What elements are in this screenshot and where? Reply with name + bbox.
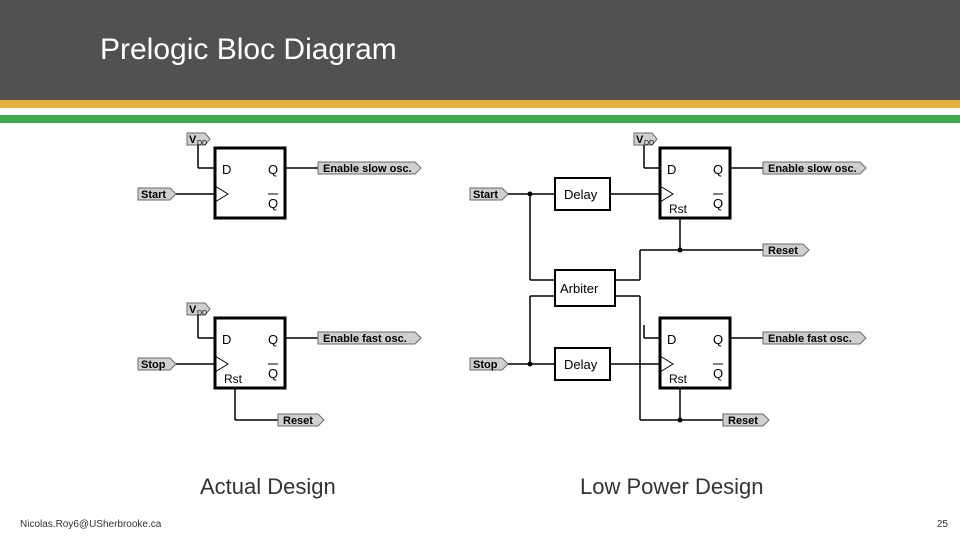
label-rst-bot: Rst xyxy=(669,372,688,386)
footer-email: Nicolas.Roy6@USherbrooke.ca xyxy=(20,519,161,530)
diagram-actual: V DD D Q Q Start Enable slow osc. V DD D… xyxy=(80,130,460,470)
label-q-bot: Q xyxy=(713,332,723,347)
label-reset-top: Reset xyxy=(768,245,798,257)
label-reset-bot: Reset xyxy=(728,415,758,427)
slide-title: Prelogic Bloc Diagram xyxy=(100,33,397,67)
label-q-top: Q xyxy=(268,162,278,177)
caption-lowpower: Low Power Design xyxy=(580,474,763,500)
label-d-bot: D xyxy=(222,332,231,347)
label-enable-fast: Enable fast osc. xyxy=(768,333,852,345)
stripe-yellow xyxy=(0,100,960,108)
label-qbar-bot: Q xyxy=(713,366,723,381)
label-reset: Reset xyxy=(283,415,313,427)
label-d-top: D xyxy=(667,162,676,177)
footer-page: 25 xyxy=(937,519,948,530)
label-rst-bot: Rst xyxy=(224,372,243,386)
label-enable-fast: Enable fast osc. xyxy=(323,333,407,345)
junction-stop xyxy=(528,362,533,367)
label-qbar-bot: Q xyxy=(268,366,278,381)
label-qbar-top: Q xyxy=(713,196,723,211)
diagram-lowpower: V DD D Q Q Rst Start Delay Enable slow o… xyxy=(460,130,940,470)
label-vdd-bot-v: V xyxy=(189,304,197,316)
label-stop: Stop xyxy=(473,359,498,371)
label-vdd-top-dd: DD xyxy=(644,140,654,147)
caption-actual: Actual Design xyxy=(200,474,336,500)
slide-header: Prelogic Bloc Diagram xyxy=(0,0,960,100)
label-delay-bot: Delay xyxy=(564,357,598,372)
label-vdd-top-v: V xyxy=(636,134,644,146)
stripe-green xyxy=(0,115,960,123)
label-rst-top: Rst xyxy=(669,202,688,216)
label-enable-slow: Enable slow osc. xyxy=(323,163,412,175)
label-d-bot: D xyxy=(667,332,676,347)
label-vdd-top-v: V xyxy=(189,134,197,146)
label-stop: Stop xyxy=(141,359,166,371)
label-qbar-top: Q xyxy=(268,196,278,211)
label-start: Start xyxy=(473,189,498,201)
label-d-top: D xyxy=(222,162,231,177)
label-enable-slow: Enable slow osc. xyxy=(768,163,857,175)
label-arbiter: Arbiter xyxy=(560,281,599,296)
label-start: Start xyxy=(141,189,166,201)
label-delay-top: Delay xyxy=(564,187,598,202)
label-q-bot: Q xyxy=(268,332,278,347)
label-q-top: Q xyxy=(713,162,723,177)
